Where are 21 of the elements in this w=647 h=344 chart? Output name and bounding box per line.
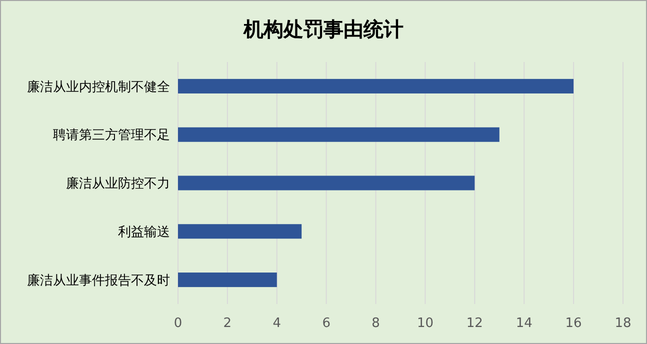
bar (178, 272, 277, 288)
y-tick-label: 利益输送 (118, 224, 170, 239)
x-tick-label: 0 (174, 316, 182, 331)
x-tick-label: 12 (466, 316, 483, 331)
bar (178, 78, 574, 94)
x-tick-label: 16 (565, 316, 582, 331)
x-tick-label: 18 (614, 316, 632, 331)
y-tick-label: 聘请第三方管理不足 (53, 127, 170, 142)
x-tick-label: 4 (272, 316, 282, 331)
x-tick-label: 6 (322, 316, 330, 331)
x-tick-label: 2 (223, 316, 232, 331)
x-tick-label: 8 (372, 316, 380, 331)
bar (178, 224, 302, 239)
y-tick-label: 廉洁从业防控不力 (66, 176, 170, 191)
y-tick-label: 廉洁从业事件报告不及时 (27, 272, 170, 288)
chart-title: 机构处罚事由统计 (242, 18, 404, 41)
x-tick-label: 14 (516, 316, 532, 331)
bar (178, 127, 500, 142)
bar (178, 176, 475, 190)
x-tick-label: 10 (416, 316, 434, 331)
y-tick-label: 廉洁从业内控机制不健全 (27, 78, 170, 94)
